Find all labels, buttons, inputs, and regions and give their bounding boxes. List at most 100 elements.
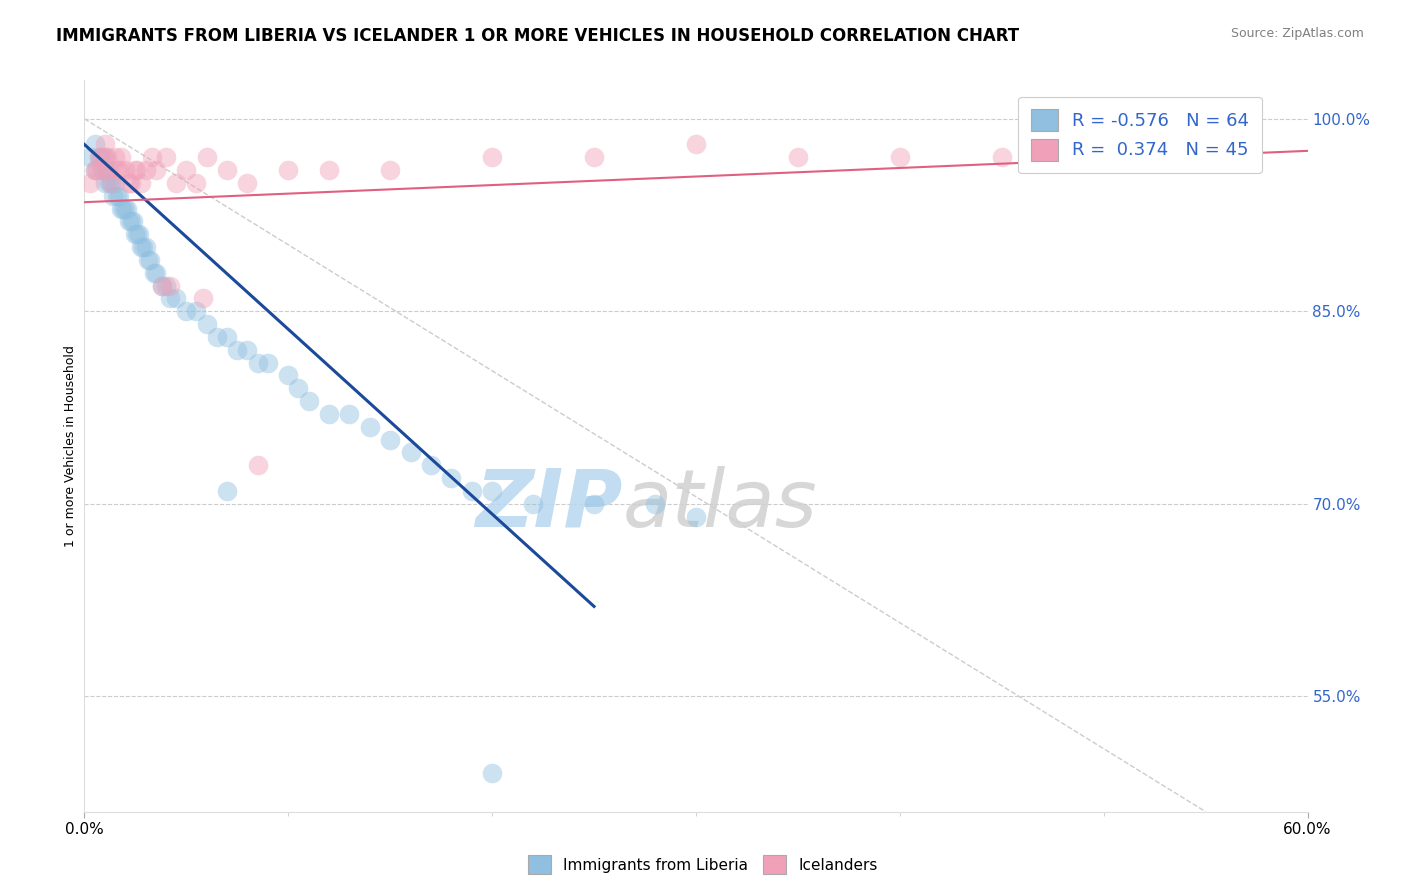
Point [991, 150, 1014, 164]
Point [217, 163, 239, 178]
Point [110, 202, 132, 216]
Point [136, 252, 159, 267]
Point [186, 176, 208, 190]
Legend: R = -0.576   N = 64, R =  0.374   N = 45: R = -0.576 N = 64, R = 0.374 N = 45 [1018, 96, 1261, 173]
Point [339, 407, 361, 421]
Point [97, 163, 120, 178]
Point [318, 163, 340, 178]
Point [150, 278, 173, 293]
Point [889, 150, 911, 164]
Point [86, 163, 108, 178]
Point [298, 394, 321, 409]
Point [93, 150, 115, 164]
Point [186, 304, 208, 318]
Point [104, 150, 127, 164]
Point [277, 163, 299, 178]
Point [787, 150, 810, 164]
Point [481, 483, 503, 498]
Point [195, 150, 218, 164]
Point [380, 433, 402, 447]
Point [115, 202, 138, 216]
Point [287, 381, 309, 395]
Point [105, 163, 128, 178]
Point [124, 163, 146, 178]
Text: IMMIGRANTS FROM LIBERIA VS ICELANDER 1 OR MORE VEHICLES IN HOUSEHOLD CORRELATION: IMMIGRANTS FROM LIBERIA VS ICELANDER 1 O… [56, 27, 1019, 45]
Point [105, 188, 128, 202]
Point [118, 176, 141, 190]
Point [217, 483, 239, 498]
Point [150, 278, 173, 293]
Point [93, 163, 115, 178]
Point [79, 150, 101, 164]
Point [132, 240, 155, 254]
Point [174, 163, 197, 178]
Point [145, 266, 167, 280]
Point [135, 240, 157, 254]
Point [138, 252, 160, 267]
Point [118, 214, 141, 228]
Point [110, 150, 132, 164]
Point [359, 419, 381, 434]
Point [87, 150, 110, 164]
Point [100, 176, 122, 190]
Point [195, 317, 218, 331]
Point [583, 150, 606, 164]
Point [83, 163, 105, 178]
Point [236, 343, 259, 357]
Point [122, 214, 145, 228]
Point [112, 202, 135, 216]
Point [399, 445, 422, 459]
Point [318, 407, 340, 421]
Text: ZIP: ZIP [475, 466, 623, 543]
Point [96, 163, 118, 178]
Text: Source: ZipAtlas.com: Source: ZipAtlas.com [1230, 27, 1364, 40]
Point [100, 176, 122, 190]
Point [79, 176, 101, 190]
Point [108, 163, 131, 178]
Point [87, 150, 110, 164]
Point [685, 137, 707, 152]
Point [124, 227, 146, 242]
Point [159, 278, 181, 293]
Point [96, 150, 118, 164]
Point [83, 163, 105, 178]
Point [644, 497, 666, 511]
Point [135, 163, 157, 178]
Point [522, 497, 544, 511]
Point [128, 227, 150, 242]
Point [481, 766, 503, 780]
Legend: Immigrants from Liberia, Icelanders: Immigrants from Liberia, Icelanders [522, 849, 884, 880]
Point [583, 497, 606, 511]
Point [142, 266, 165, 280]
Point [246, 355, 269, 369]
Point [481, 150, 503, 164]
Point [97, 176, 120, 190]
Point [159, 292, 181, 306]
Point [141, 150, 163, 164]
Point [165, 176, 187, 190]
Point [131, 176, 153, 190]
Point [131, 240, 153, 254]
Point [226, 343, 249, 357]
Point [145, 163, 167, 178]
Point [217, 330, 239, 344]
Point [1092, 150, 1115, 164]
Point [114, 202, 136, 216]
Point [91, 150, 114, 164]
Point [236, 176, 259, 190]
Point [277, 368, 299, 383]
Point [420, 458, 443, 473]
Point [461, 483, 484, 498]
Point [127, 163, 149, 178]
Point [127, 227, 149, 242]
Point [93, 137, 115, 152]
Y-axis label: 1 or more Vehicles in Household: 1 or more Vehicles in Household [65, 345, 77, 547]
Point [90, 163, 112, 178]
Point [101, 188, 124, 202]
Point [114, 163, 136, 178]
Point [93, 176, 115, 190]
Point [246, 458, 269, 473]
Text: atlas: atlas [623, 466, 817, 543]
Point [1195, 137, 1218, 152]
Point [380, 163, 402, 178]
